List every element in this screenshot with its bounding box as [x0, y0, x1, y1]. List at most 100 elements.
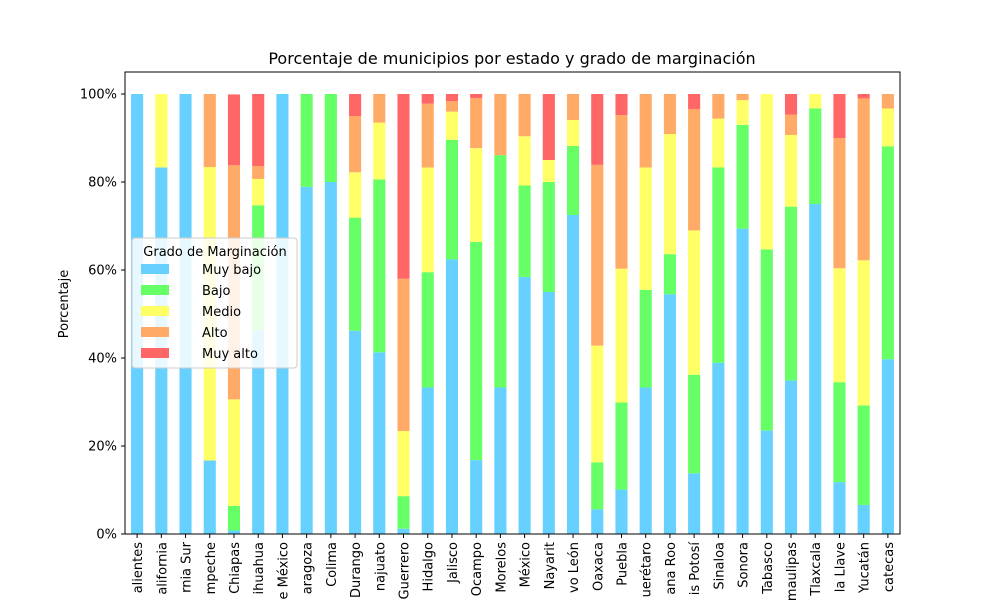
bar-segment [203, 94, 216, 168]
bar-segment [494, 94, 507, 156]
bar-segment [760, 94, 773, 250]
bar-segment [324, 94, 337, 182]
bar-segment [736, 228, 749, 534]
bar-segment [252, 330, 265, 534]
bar-segment [639, 387, 652, 534]
x-tick-label: maulipas [785, 542, 800, 600]
bar-segment [857, 504, 870, 534]
bar-segment [300, 94, 313, 187]
bar-segment [445, 101, 459, 112]
legend-swatch [141, 285, 169, 295]
bar-segment [639, 167, 652, 290]
bar-segment [688, 374, 701, 474]
bar-segment [421, 94, 434, 104]
x-tick-label: alientes [131, 542, 146, 594]
x-tick-label: Tlaxcala [809, 542, 824, 597]
bar-segment [663, 94, 676, 135]
bar-segment [349, 94, 362, 116]
bar-segment [349, 330, 362, 534]
bar-segment [397, 94, 410, 279]
bar-segment [397, 431, 410, 497]
legend-entry: Muy alto [202, 347, 258, 362]
x-tick-label: rnia Sur [180, 541, 195, 593]
bar-segment [421, 272, 434, 388]
x-tick-label: Sinaloa [712, 542, 727, 590]
x-tick-label: Colima [325, 542, 340, 587]
bar-segment [445, 111, 459, 140]
x-tick-label: México [519, 542, 534, 587]
bar-segment [252, 166, 265, 179]
y-tick-label: 80% [88, 176, 117, 191]
bar-segment [857, 94, 870, 99]
bar-segment [688, 230, 701, 375]
x-tick-label: e México [276, 542, 291, 600]
x-tick-label: is Potosí [688, 542, 703, 596]
bar-segment [566, 145, 580, 215]
y-tick-label: 40% [88, 352, 117, 367]
bar-segment [784, 114, 798, 135]
bar-segment [784, 206, 798, 381]
bar-segment [833, 94, 846, 138]
bar-segment [663, 134, 676, 255]
bar-segment [663, 254, 676, 295]
bar-segment [688, 108, 701, 231]
x-tick-label: Chiapas [228, 542, 243, 594]
bar-segment [518, 277, 531, 534]
legend: Grado de Marginación Muy bajo Bajo Medio Al… [131, 237, 298, 369]
x-tick-label: Tabasco [761, 542, 776, 595]
bar-segment [639, 289, 652, 388]
x-tick-label: Sonora [737, 542, 752, 588]
x-tick-label: najuato [373, 542, 388, 591]
bar-segment [833, 268, 846, 383]
y-tick-label: 100% [80, 88, 117, 103]
bar-segment [518, 136, 531, 186]
bar-segment [833, 382, 846, 483]
bar-segment [421, 387, 434, 534]
x-tick-label: catecas [882, 542, 897, 592]
bar-segment [324, 182, 337, 534]
bar-segment [470, 241, 483, 461]
x-tick-label: Yucatán [858, 542, 873, 594]
bar-segment [736, 124, 749, 229]
bar-segment [712, 362, 725, 534]
y-tick-label: 0% [96, 528, 117, 543]
bar-segment [639, 94, 652, 168]
bar-segment [397, 528, 410, 534]
bar-segment [494, 155, 507, 388]
legend-swatch [141, 327, 169, 337]
bar-segment [373, 94, 386, 123]
bar-segment [494, 387, 507, 534]
bar-segment [470, 460, 483, 534]
bar-segment [470, 94, 483, 98]
legend-entry: Muy bajo [202, 263, 261, 278]
bar-segment [881, 108, 894, 147]
x-tick-label: Nayarit [543, 542, 558, 589]
legend-swatch [141, 348, 169, 358]
bar-segment [227, 399, 241, 506]
bar-segment [615, 115, 628, 269]
legend-entry: Medio [202, 305, 241, 320]
plot-area: alientes alifornia rnia Sur mpeche Chiapas ih… [80, 88, 897, 600]
bar-segment [615, 489, 628, 534]
bar-segment [881, 146, 894, 360]
x-tick-label: Jalisco [446, 542, 461, 584]
bar-segment [566, 94, 580, 120]
bar-segment [857, 260, 870, 406]
bar-segment [663, 294, 676, 534]
legend-entry: Bajo [202, 284, 230, 299]
bar-segment [542, 182, 555, 292]
bar-segment [591, 345, 604, 463]
legend-swatch [141, 306, 169, 316]
x-tick-label: Oaxaca [591, 542, 606, 591]
bar-segment [760, 430, 773, 534]
bar-segment [349, 217, 362, 331]
x-tick-label: uerétaro [640, 542, 655, 597]
bar-segment [784, 380, 798, 534]
bar-segment [252, 94, 265, 167]
bar-segment [349, 172, 362, 218]
x-tick-label: aragoza [301, 542, 316, 594]
chart-title: Porcentaje de municipios por estado y gr… [268, 49, 755, 68]
bar-segment [736, 100, 749, 125]
x-tick-label: Ocampo [470, 542, 485, 596]
